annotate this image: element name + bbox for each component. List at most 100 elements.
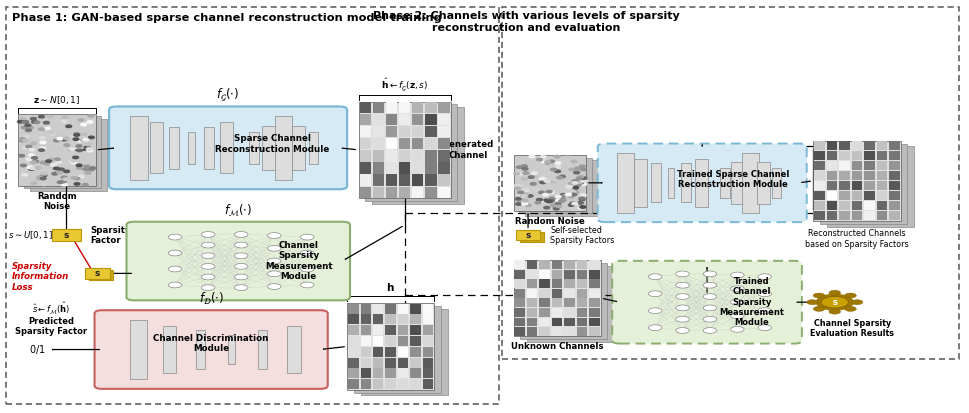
Bar bbox=[551, 289, 562, 298]
Bar bbox=[258, 330, 267, 369]
Bar bbox=[412, 175, 423, 186]
Bar bbox=[577, 270, 587, 279]
Bar bbox=[410, 368, 421, 378]
Circle shape bbox=[675, 282, 689, 288]
Circle shape bbox=[78, 119, 84, 121]
Bar bbox=[515, 327, 525, 336]
Circle shape bbox=[516, 199, 521, 201]
Bar bbox=[815, 161, 825, 170]
Bar bbox=[412, 102, 423, 113]
Circle shape bbox=[550, 204, 556, 206]
Circle shape bbox=[545, 161, 550, 164]
Circle shape bbox=[87, 121, 93, 123]
Bar bbox=[651, 164, 661, 202]
Bar bbox=[527, 270, 538, 279]
Bar bbox=[398, 336, 408, 346]
Circle shape bbox=[648, 291, 662, 297]
Bar bbox=[877, 161, 888, 170]
Circle shape bbox=[80, 123, 86, 126]
Bar bbox=[540, 327, 549, 336]
Bar bbox=[373, 347, 384, 357]
Circle shape bbox=[80, 139, 86, 141]
Circle shape bbox=[23, 140, 29, 142]
Bar bbox=[373, 175, 384, 186]
Bar bbox=[827, 201, 837, 211]
Circle shape bbox=[581, 177, 587, 179]
Text: Channel Discrimination
Module: Channel Discrimination Module bbox=[153, 334, 268, 354]
Circle shape bbox=[55, 161, 61, 164]
Circle shape bbox=[64, 170, 70, 173]
Bar bbox=[519, 157, 592, 213]
Bar bbox=[551, 308, 562, 317]
Bar bbox=[577, 289, 587, 298]
Circle shape bbox=[523, 172, 529, 174]
Circle shape bbox=[202, 263, 215, 269]
Bar bbox=[308, 132, 318, 164]
Circle shape bbox=[26, 158, 32, 160]
Circle shape bbox=[73, 138, 78, 140]
Bar bbox=[516, 230, 540, 240]
Circle shape bbox=[579, 198, 585, 201]
Circle shape bbox=[555, 166, 561, 168]
Bar bbox=[438, 187, 450, 198]
Circle shape bbox=[62, 120, 68, 122]
Circle shape bbox=[58, 168, 64, 171]
Bar bbox=[890, 161, 899, 170]
Bar bbox=[422, 325, 433, 335]
Circle shape bbox=[532, 175, 538, 177]
Bar bbox=[839, 211, 850, 221]
Bar bbox=[890, 151, 899, 160]
Bar bbox=[827, 171, 837, 180]
Bar bbox=[365, 104, 457, 201]
Bar bbox=[695, 159, 708, 206]
Bar bbox=[551, 280, 562, 288]
Circle shape bbox=[521, 195, 527, 197]
Bar bbox=[577, 280, 587, 288]
Circle shape bbox=[70, 135, 76, 138]
Circle shape bbox=[543, 193, 548, 196]
Bar bbox=[386, 102, 397, 113]
Circle shape bbox=[29, 154, 35, 156]
Bar bbox=[877, 191, 888, 200]
Circle shape bbox=[75, 181, 80, 184]
Circle shape bbox=[267, 258, 281, 264]
Bar bbox=[399, 162, 410, 174]
Bar bbox=[438, 175, 450, 186]
Bar bbox=[852, 181, 862, 190]
Circle shape bbox=[68, 167, 74, 170]
FancyBboxPatch shape bbox=[95, 310, 328, 389]
Circle shape bbox=[22, 121, 28, 123]
Circle shape bbox=[539, 191, 545, 194]
Circle shape bbox=[703, 271, 717, 277]
Bar bbox=[386, 314, 396, 325]
Circle shape bbox=[544, 174, 549, 176]
Circle shape bbox=[52, 173, 58, 175]
Circle shape bbox=[41, 183, 47, 186]
Circle shape bbox=[552, 205, 558, 208]
Bar bbox=[410, 347, 421, 357]
Bar bbox=[373, 325, 384, 335]
Circle shape bbox=[568, 195, 574, 198]
Bar bbox=[839, 171, 850, 180]
Circle shape bbox=[39, 116, 45, 118]
Bar bbox=[520, 263, 608, 339]
Bar bbox=[815, 211, 825, 221]
Circle shape bbox=[703, 305, 717, 311]
Text: s: s bbox=[64, 231, 69, 240]
Bar bbox=[589, 308, 600, 317]
Bar bbox=[398, 304, 408, 313]
Bar bbox=[348, 325, 359, 335]
Bar bbox=[373, 162, 384, 174]
Text: Self-selected
Sparsity Factors: Self-selected Sparsity Factors bbox=[550, 225, 614, 245]
Bar bbox=[359, 175, 371, 186]
Bar bbox=[877, 181, 888, 190]
Circle shape bbox=[74, 177, 79, 180]
Circle shape bbox=[562, 195, 568, 197]
Bar bbox=[386, 347, 396, 357]
Bar bbox=[249, 132, 259, 164]
Circle shape bbox=[87, 150, 93, 152]
Bar bbox=[373, 358, 384, 368]
Bar bbox=[360, 336, 371, 346]
Circle shape bbox=[169, 282, 182, 288]
Bar bbox=[348, 347, 359, 357]
